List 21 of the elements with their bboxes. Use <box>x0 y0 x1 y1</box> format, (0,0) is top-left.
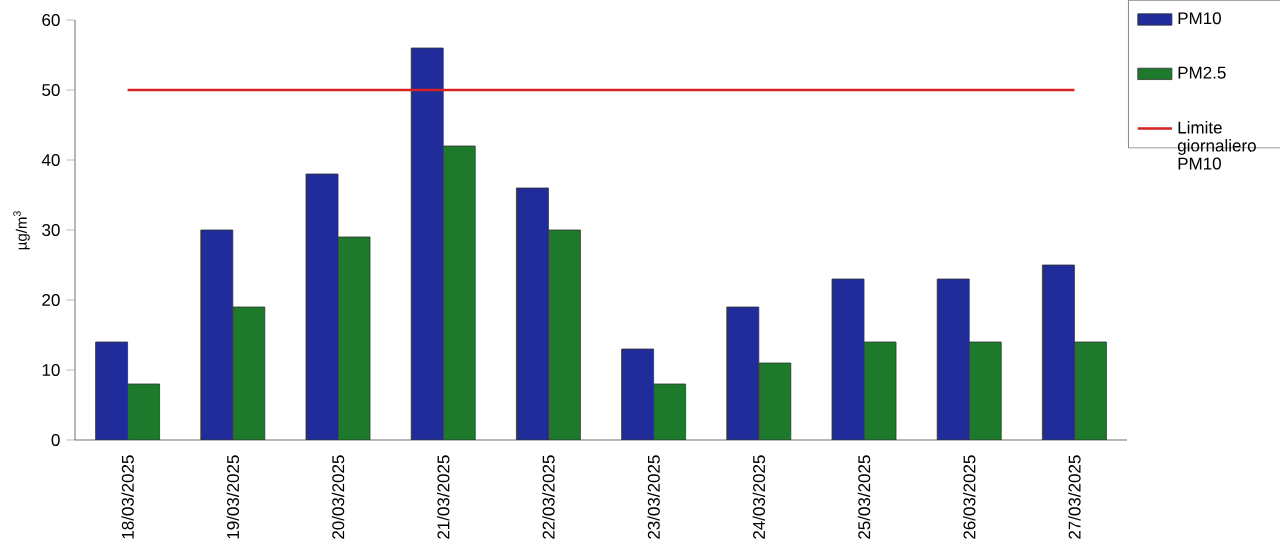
y-tick-label: 0 <box>51 434 60 447</box>
x-tick-label: 19/03/2025 <box>226 455 240 539</box>
legend-label: PM2.5 <box>1178 66 1226 79</box>
y-tick-label: 10 <box>42 364 60 377</box>
x-tick-label: 21/03/2025 <box>436 455 450 539</box>
x-tick-label: 23/03/2025 <box>647 455 660 539</box>
x-tick-label: 18/03/2025 <box>121 455 134 539</box>
y-axis-title: µg/m$^{3}$ <box>13 211 30 250</box>
x-tick-label: 27/03/2025 <box>1068 455 1081 539</box>
x-tick-label: 26/03/2025 <box>962 455 976 539</box>
x-tick-label: 24/03/2025 <box>752 455 766 539</box>
y-tick-label: 30 <box>42 224 60 237</box>
legend-label: PM10 <box>1178 12 1221 25</box>
legend-label: Limite giornaliero PM10 <box>1177 121 1256 170</box>
y-tick-label: 60 <box>42 14 60 27</box>
y-tick-label: 20 <box>42 294 60 307</box>
y-tick-label: 50 <box>42 84 60 97</box>
y-tick-label: 40 <box>41 154 60 167</box>
x-tick-label: 20/03/2025 <box>331 455 345 539</box>
x-tick-label: 25/03/2025 <box>857 455 871 539</box>
x-tick-label: 22/03/2025 <box>542 455 555 539</box>
